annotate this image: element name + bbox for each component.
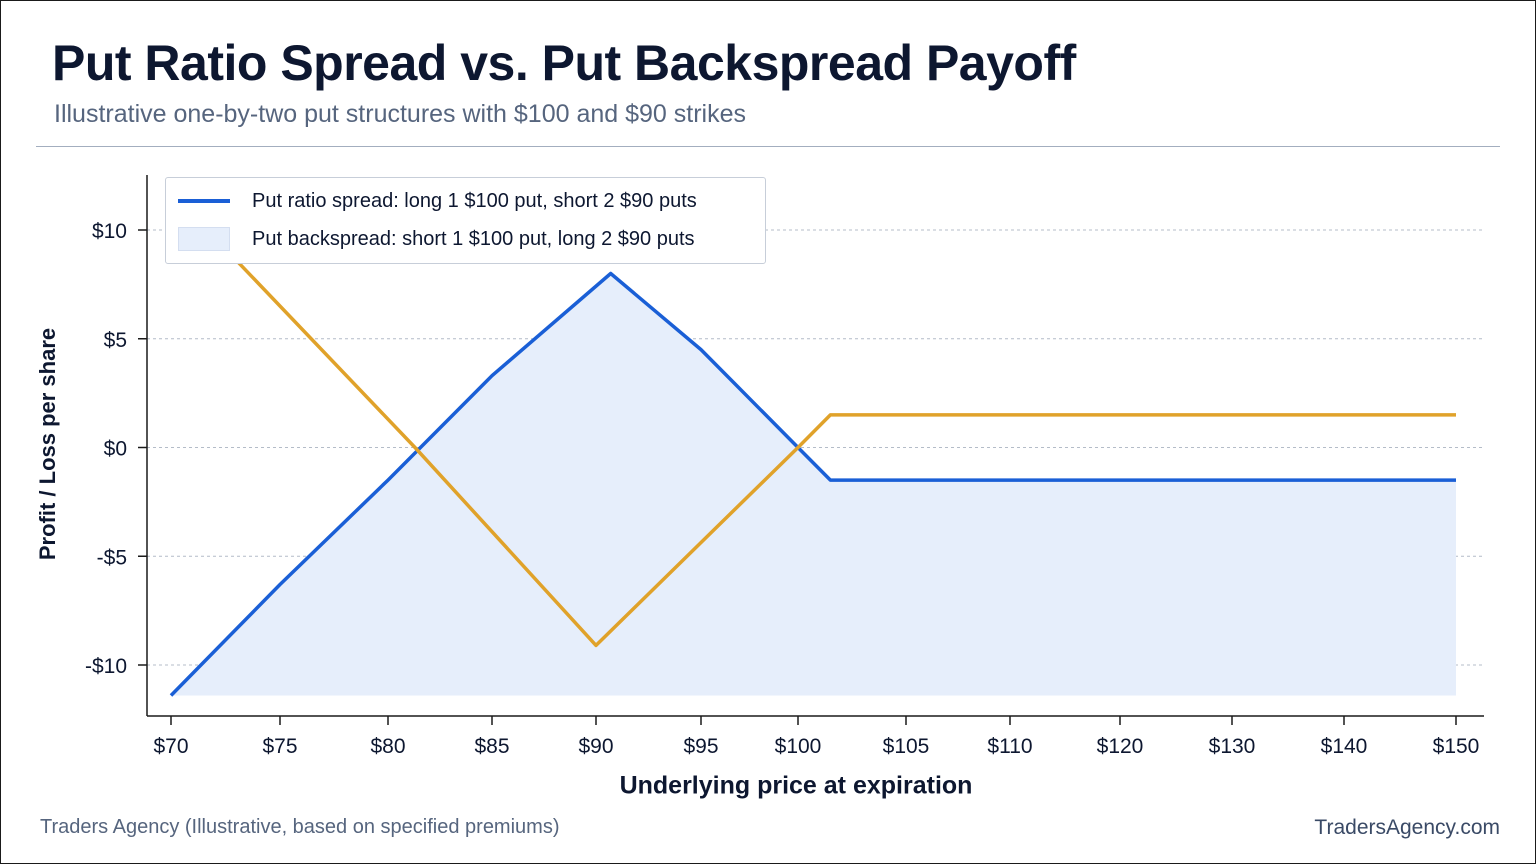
axes: [146, 175, 1484, 717]
x-tick-label: $105: [883, 735, 930, 758]
x-tick-label: $150: [1433, 735, 1480, 758]
backspread-point: [828, 413, 832, 417]
ratio-spread-point: [490, 374, 494, 378]
legend-item-ratio-spread: Put ratio spread: long 1 $100 put, short…: [178, 187, 697, 215]
x-tick-label: $130: [1209, 735, 1256, 758]
legend-label: Put backspread: short 1 $100 put, long 2…: [252, 227, 695, 250]
x-tick-label: $120: [1097, 735, 1144, 758]
ratio-spread-point: [278, 583, 282, 587]
x-tick-label: $140: [1321, 735, 1368, 758]
source-note: Traders Agency (Illustrative, based on s…: [40, 816, 560, 838]
backspread-point: [413, 446, 417, 450]
x-tick-label: $80: [370, 735, 405, 758]
x-tick-label: $85: [474, 735, 509, 758]
chart-title: Put Ratio Spread vs. Put Backspread Payo…: [52, 35, 1076, 91]
ratio-spread-point: [169, 693, 173, 697]
x-tick-label: $70: [153, 735, 188, 758]
ratio-spread-point: [386, 478, 390, 482]
legend-swatch-area: [178, 227, 230, 251]
ratio-spread-point: [828, 478, 832, 482]
y-ticks: $10 $5 $0 -$5 -$10: [85, 220, 147, 678]
backspread-point: [1454, 413, 1458, 417]
ratio-spread-point: [609, 272, 613, 276]
x-tick-label: $110: [987, 735, 1032, 758]
legend-label: Put ratio spread: long 1 $100 put, short…: [252, 189, 697, 212]
x-axis-label: Underlying price at expiration: [619, 771, 973, 800]
legend-item-backspread: Put backspread: short 1 $100 put, long 2…: [178, 225, 695, 253]
x-tick-label: $75: [262, 735, 297, 758]
legend-swatch-line: [178, 199, 230, 203]
ratio-spread-point: [1454, 478, 1458, 482]
header-divider: [36, 146, 1500, 147]
ratio-spread-area: [171, 273, 1456, 696]
x-tick-label: $90: [578, 735, 613, 758]
y-axis-label: Profit / Loss per share: [35, 327, 60, 561]
ratio-spread-point: [699, 348, 703, 352]
y-tick-label: $10: [92, 220, 127, 243]
y-tick-label: $0: [104, 438, 127, 461]
site-name: TradersAgency.com: [1314, 816, 1500, 839]
x-tick-label: $95: [683, 735, 718, 758]
x-ticks: $70 $75 $80 $85 $90 $95 $100 $105 $110 $120 $130 $1…: [153, 716, 1479, 758]
backspread-point: [594, 643, 598, 647]
x-tick-label: $100: [775, 735, 822, 758]
chart-subtitle: Illustrative one-by-two put structures w…: [54, 100, 747, 128]
legend: Put ratio spread: long 1 $100 put, short…: [165, 177, 766, 264]
y-tick-label: -$5: [97, 546, 127, 569]
backspread-point: [796, 446, 800, 450]
ratio-spread-line: [169, 271, 1456, 697]
backspread-line: [235, 259, 1456, 648]
y-tick-label: -$10: [85, 655, 127, 678]
y-tick-label: $5: [104, 329, 127, 352]
